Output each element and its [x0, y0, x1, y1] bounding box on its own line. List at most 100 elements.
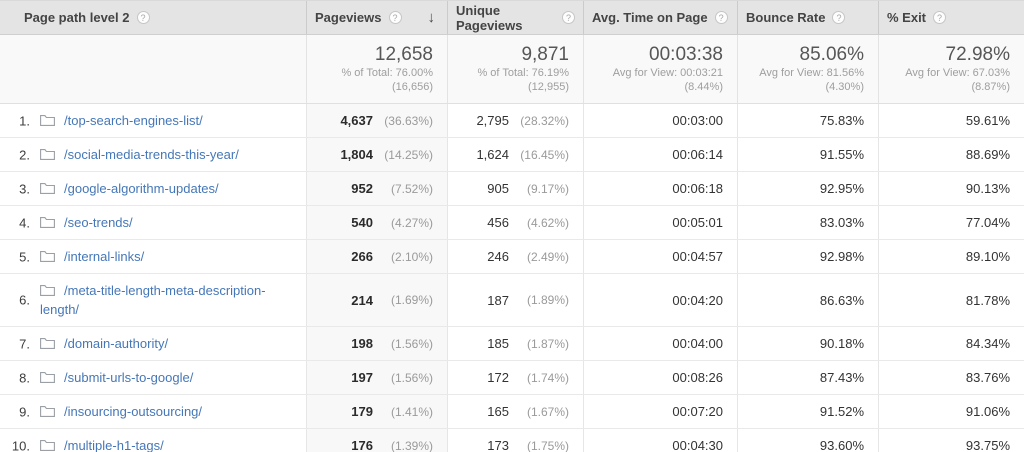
table-header-row: Page path level 2 ? Pageviews ? ↓ Unique…	[0, 1, 1024, 35]
unique-pageviews-value: 187	[487, 292, 509, 308]
page-path-cell: 2. /social-media-trends-this-year/	[0, 138, 306, 171]
avg-time-cell: 00:03:00	[583, 104, 737, 137]
folder-icon	[40, 337, 55, 352]
pageviews-percent: (7.52%)	[390, 181, 433, 196]
avg-time-cell: 00:06:14	[583, 138, 737, 171]
pageviews-value: 176	[351, 438, 373, 452]
page-path-cell: 6. /meta-title-length-meta-description-l…	[0, 274, 306, 326]
page-path-link[interactable]: /meta-title-length-meta-description-leng…	[40, 283, 266, 317]
summary-pct-of-total: % of Total: 76.00%	[341, 67, 433, 79]
column-header-pageviews[interactable]: Pageviews ? ↓	[306, 1, 447, 34]
folder-icon	[40, 216, 55, 231]
page-path-cell: 3. /google-algorithm-updates/	[0, 172, 306, 205]
page-path-link[interactable]: /google-algorithm-updates/	[64, 181, 219, 196]
page-path-link[interactable]: /domain-authority/	[64, 336, 169, 351]
bounce-rate-cell: 92.98%	[737, 240, 878, 273]
column-header-unique-pageviews[interactable]: Unique Pageviews ?	[447, 1, 583, 34]
pageviews-percent: (1.41%)	[390, 404, 433, 419]
help-icon[interactable]: ?	[832, 11, 846, 24]
percent-exit-cell: 59.61%	[878, 104, 1024, 137]
percent-exit-cell: 89.10%	[878, 240, 1024, 273]
unique-pageviews-value: 165	[487, 404, 509, 419]
unique-pageviews-cell: 185 (1.87%)	[447, 327, 583, 360]
percent-exit-cell: 77.04%	[878, 206, 1024, 239]
column-header-percent-exit[interactable]: % Exit ?	[878, 1, 1024, 34]
page-path-link[interactable]: /insourcing-outsourcing/	[64, 404, 203, 419]
page-path-cell: 8. /submit-urls-to-google/	[0, 361, 306, 394]
column-header-avg-time[interactable]: Avg. Time on Page ?	[583, 1, 737, 34]
unique-pageviews-value: 905	[487, 181, 509, 196]
unique-pageviews-percent: (1.87%)	[526, 336, 569, 351]
unique-pageviews-percent: (16.45%)	[520, 147, 569, 162]
bounce-rate-cell: 91.52%	[737, 395, 878, 428]
page-path-link[interactable]: /submit-urls-to-google/	[64, 370, 194, 385]
help-icon[interactable]: ?	[136, 11, 150, 24]
pageviews-cell: 4,637 (36.63%)	[306, 104, 447, 137]
bounce-rate-cell: 87.43%	[737, 361, 878, 394]
unique-pageviews-percent: (1.74%)	[526, 370, 569, 385]
unique-pageviews-percent: (4.62%)	[526, 215, 569, 230]
pageviews-cell: 952 (7.52%)	[306, 172, 447, 205]
pageviews-percent: (1.56%)	[390, 336, 433, 351]
summary-value: 00:03:38	[649, 44, 723, 65]
pageviews-value: 198	[351, 336, 373, 351]
bounce-rate-cell: 75.83%	[737, 104, 878, 137]
column-header-page-path[interactable]: Page path level 2 ?	[0, 1, 306, 34]
row-rank: 2.	[19, 147, 30, 162]
column-header-bounce-rate[interactable]: Bounce Rate ?	[737, 1, 878, 34]
unique-pageviews-cell: 2,795 (28.32%)	[447, 104, 583, 137]
summary-pct-of-total: % of Total: 76.19%	[477, 67, 569, 79]
column-header-label: Avg. Time on Page	[592, 10, 708, 25]
table-row: 1. /top-search-engines-list/ 4,637 (36.6…	[0, 104, 1024, 138]
summary-delta: (8.44%)	[684, 81, 723, 93]
unique-pageviews-cell: 172 (1.74%)	[447, 361, 583, 394]
summary-empty-cell	[0, 35, 306, 103]
row-rank: 10.	[11, 438, 30, 452]
table-row: 10. /multiple-h1-tags/ 176 (1.39%) 173 (…	[0, 429, 1024, 452]
unique-pageviews-cell: 173 (1.75%)	[447, 429, 583, 452]
page-path-cell: 9. /insourcing-outsourcing/	[0, 395, 306, 428]
unique-pageviews-percent: (1.89%)	[526, 293, 569, 307]
pageviews-value: 1,804	[340, 147, 373, 162]
unique-pageviews-value: 172	[487, 370, 509, 385]
table-row: 7. /domain-authority/ 198 (1.56%) 185 (1…	[0, 327, 1024, 361]
page-path-link[interactable]: /social-media-trends-this-year/	[64, 147, 239, 162]
pageviews-value: 540	[351, 215, 373, 230]
page-path-link[interactable]: /internal-links/	[64, 249, 145, 264]
summary-value: 9,871	[521, 44, 569, 65]
unique-pageviews-cell: 905 (9.17%)	[447, 172, 583, 205]
page-path-link[interactable]: /seo-trends/	[64, 215, 133, 230]
help-icon[interactable]: ?	[933, 11, 947, 24]
summary-pageviews: 12,658 % of Total: 76.00% (16,656)	[306, 35, 447, 103]
pageviews-cell: 179 (1.41%)	[306, 395, 447, 428]
summary-value: 12,658	[374, 44, 433, 65]
table-row: 3. /google-algorithm-updates/ 952 (7.52%…	[0, 172, 1024, 206]
row-rank: 8.	[19, 370, 30, 385]
table-row: 2. /social-media-trends-this-year/ 1,804…	[0, 138, 1024, 172]
column-header-label: Pageviews	[315, 10, 382, 25]
help-icon[interactable]: ?	[714, 11, 728, 24]
unique-pageviews-value: 173	[487, 438, 509, 452]
summary-unique-pageviews: 9,871 % of Total: 76.19% (12,955)	[447, 35, 583, 103]
help-icon[interactable]: ?	[388, 11, 402, 24]
pageviews-cell: 197 (1.56%)	[306, 361, 447, 394]
pageviews-value: 197	[351, 370, 373, 385]
folder-icon	[40, 371, 55, 386]
unique-pageviews-value: 456	[487, 215, 509, 230]
pageviews-percent: (1.69%)	[390, 293, 433, 307]
pageviews-value: 179	[351, 404, 373, 419]
pageviews-percent: (36.63%)	[384, 113, 433, 128]
pageviews-cell: 176 (1.39%)	[306, 429, 447, 452]
help-icon[interactable]: ?	[562, 11, 575, 24]
page-path-link[interactable]: /multiple-h1-tags/	[64, 438, 164, 452]
unique-pageviews-cell: 1,624 (16.45%)	[447, 138, 583, 171]
column-header-label: Unique Pageviews	[456, 2, 523, 33]
bounce-rate-cell: 92.95%	[737, 172, 878, 205]
page-path-link[interactable]: /top-search-engines-list/	[64, 113, 203, 128]
row-rank: 7.	[19, 336, 30, 351]
percent-exit-cell: 93.75%	[878, 429, 1024, 452]
summary-row: 12,658 % of Total: 76.00% (16,656) 9,871…	[0, 35, 1024, 104]
summary-avg-for-view: Avg for View: 00:03:21	[612, 67, 723, 79]
bounce-rate-cell: 91.55%	[737, 138, 878, 171]
unique-pageviews-value: 246	[487, 249, 509, 264]
